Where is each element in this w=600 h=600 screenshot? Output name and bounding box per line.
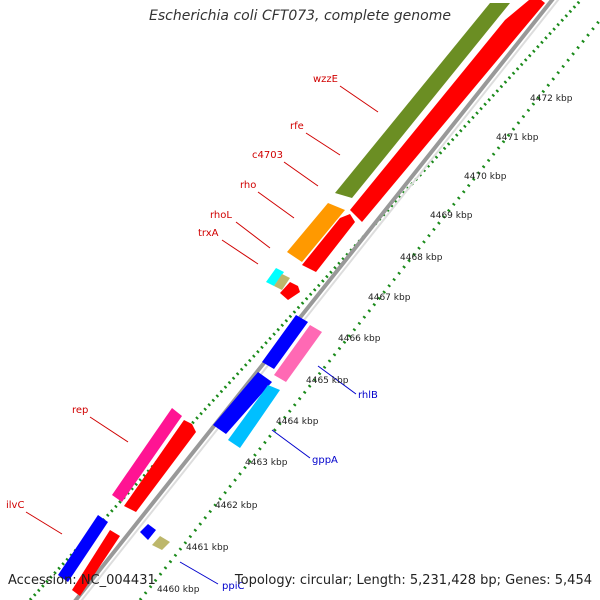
kbp-4472: 4472 kbp <box>530 94 573 104</box>
leader-rhlB <box>317 365 357 395</box>
gene-red-1 <box>350 0 545 222</box>
gene-blue-2 <box>213 372 272 434</box>
backbone-inner <box>80 0 560 600</box>
outer-tick-line <box>28 0 583 600</box>
genome-summary: Topology: circular; Length: 5,231,428 bp… <box>234 573 592 588</box>
label-rfe: rfe <box>290 121 304 132</box>
leader-c4703 <box>283 161 319 187</box>
label-wzzE: wzzE <box>313 74 338 85</box>
leader-ppiC <box>179 561 219 585</box>
leader-rep <box>89 416 129 443</box>
kbp-4464: 4464 kbp <box>276 417 319 427</box>
leader-rhoL <box>235 221 271 249</box>
leader-trxA <box>221 239 259 265</box>
backbone-outer <box>73 0 555 600</box>
gene-red-small <box>280 282 300 300</box>
gene-rho <box>287 203 345 262</box>
leader-wzzE <box>339 85 379 113</box>
gene-rhlB <box>274 325 322 382</box>
gene-rep <box>112 408 182 502</box>
label-gppA: gppA <box>312 455 338 466</box>
kbp-4468: 4468 kbp <box>400 253 443 263</box>
kbp-4469: 4469 kbp <box>430 211 473 221</box>
kbp-4461: 4461 kbp <box>186 543 229 553</box>
label-rep: rep <box>72 405 88 416</box>
accession-label: Accession: NC_004431 <box>8 573 156 588</box>
kbp-4471: 4471 kbp <box>496 133 539 143</box>
gene-trxA <box>266 268 284 286</box>
kbp-4462: 4462 kbp <box>215 501 258 511</box>
label-ppiC: ppiC <box>222 581 244 592</box>
leader-rho <box>257 191 295 219</box>
label-rhoL: rhoL <box>210 210 232 221</box>
gene-ppiC-blue <box>140 524 156 540</box>
gene-blue-1 <box>262 315 308 369</box>
gene-ilvC <box>58 515 108 582</box>
leader-gppA <box>271 429 311 459</box>
label-rho: rho <box>240 180 256 191</box>
kbp-4463: 4463 kbp <box>245 458 288 468</box>
gene-red-rho <box>302 214 355 272</box>
kbp-4466: 4466 kbp <box>338 334 381 344</box>
leader-rfe <box>305 132 341 156</box>
gene-wzzE-block <box>335 3 510 198</box>
gene-ppiC <box>152 536 170 550</box>
label-ilvC: ilvC <box>6 500 24 511</box>
leader-ilvC <box>25 511 63 535</box>
kbp-4465: 4465 kbp <box>306 376 349 386</box>
map-title: Escherichia coli CFT073, complete genome <box>149 8 451 24</box>
kbp-tick-line <box>138 19 600 600</box>
gene-rep-red <box>124 420 196 512</box>
label-rhlB: rhlB <box>358 390 378 401</box>
gene-trxA-khaki <box>274 274 290 290</box>
label-trxA: trxA <box>198 228 219 239</box>
gene-gppA <box>228 385 280 448</box>
label-c4703: c4703 <box>252 150 283 161</box>
gene-ilvC-red <box>72 530 120 596</box>
kbp-4470: 4470 kbp <box>464 172 507 182</box>
kbp-4460: 4460 kbp <box>157 585 200 595</box>
kbp-4467: 4467 kbp <box>368 293 411 303</box>
